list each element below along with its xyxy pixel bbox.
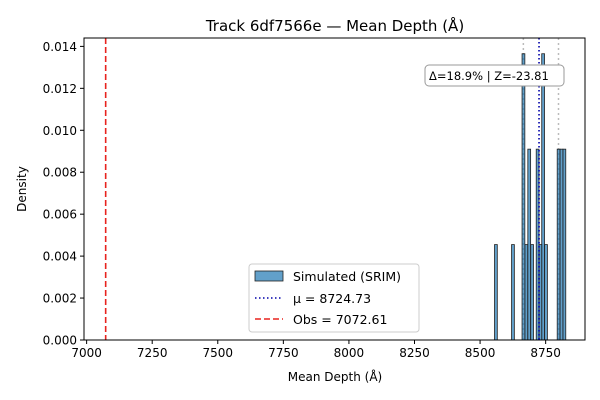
legend-label-mean: μ = 8724.73: [293, 291, 371, 306]
legend-label-histogram: Simulated (SRIM): [293, 269, 401, 284]
annotation-text: Δ=18.9% | Z=-23.81: [429, 69, 549, 83]
legend: Simulated (SRIM) μ = 8724.73 Obs = 7072.…: [248, 263, 420, 333]
histogram-bar: [559, 148, 564, 341]
x-tick-label: 7750: [268, 346, 299, 360]
axes-frame: [83, 37, 586, 341]
annotation-box: [424, 64, 565, 87]
x-tick-label: 8750: [530, 346, 561, 360]
y-tick-label: 0.004: [43, 250, 77, 264]
chart-title: Track 6df7566e — Mean Depth (Å): [205, 16, 464, 35]
x-tick-label: 8500: [465, 346, 496, 360]
y-tick-label: 0.006: [43, 208, 77, 222]
y-tick-label: 0.012: [43, 82, 77, 96]
histogram-bar: [511, 244, 515, 341]
x-axis-label: Mean Depth (Å): [288, 369, 382, 384]
y-tick-label: 0.010: [43, 124, 77, 138]
histogram-bar: [521, 53, 526, 341]
histogram-bar: [556, 148, 561, 341]
y-tick-label: 0.000: [43, 334, 77, 348]
stats-annotation: Δ=18.9% | Z=-23.81: [424, 64, 565, 87]
legend-swatch-histogram: [254, 270, 284, 282]
legend-frame: [248, 263, 420, 333]
x-tick-label: 8000: [334, 346, 365, 360]
y-axis-label: Density: [15, 166, 29, 212]
histogram-bar: [530, 244, 534, 341]
legend-label-observed: Obs = 7072.61: [293, 312, 387, 327]
y-axis: 0.000 0.002 0.004 0.006 0.008 0.010 0.012 0.014: [43, 40, 84, 348]
histogram-bar: [494, 244, 498, 341]
histogram-bar: [541, 53, 545, 341]
y-tick-label: 0.008: [43, 166, 77, 180]
y-tick-label: 0.014: [43, 40, 77, 54]
x-tick-label: 7500: [203, 346, 234, 360]
y-tick-label: 0.002: [43, 292, 77, 306]
x-tick-label: 7000: [71, 346, 102, 360]
x-tick-label: 7250: [137, 346, 168, 360]
x-axis: 7000 7250 7500 7750 8000 8250 8500 8750: [71, 340, 561, 360]
x-tick-label: 8250: [399, 346, 430, 360]
histogram-bar: [527, 148, 532, 341]
histogram-bar: [524, 244, 529, 341]
histogram-bar: [544, 244, 548, 341]
histogram-bar: [562, 148, 567, 341]
